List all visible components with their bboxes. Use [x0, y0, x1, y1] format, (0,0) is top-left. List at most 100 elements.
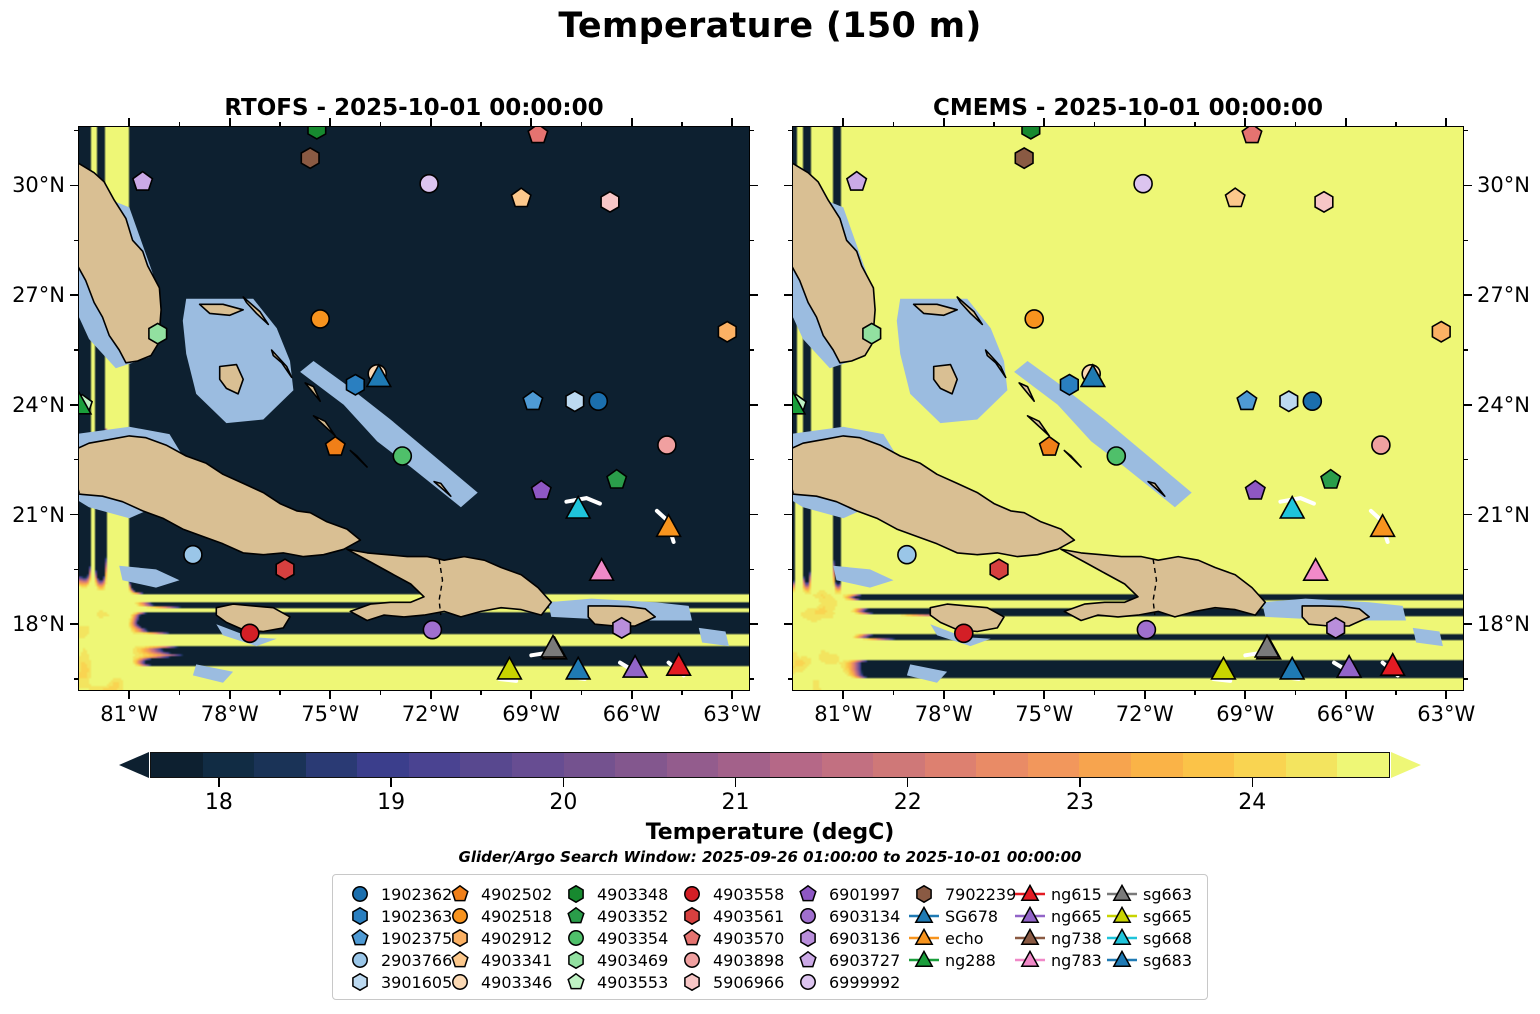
map-marker-sg668[interactable]	[564, 494, 592, 519]
map-marker-4903469[interactable]	[148, 322, 168, 345]
map-marker-sg665[interactable]	[496, 655, 523, 680]
map-marker-sg665[interactable]	[1210, 655, 1237, 680]
map-marker-sg663[interactable]	[1253, 633, 1281, 658]
legend-item-4903570[interactable]: 4903570	[675, 927, 791, 949]
map-marker-4902502[interactable]	[1038, 435, 1060, 456]
map-marker-4903561[interactable]	[275, 558, 295, 581]
map-marker-4903354[interactable]	[392, 446, 413, 466]
map-marker-1902362[interactable]	[1302, 391, 1323, 412]
map-marker-ng665[interactable]	[1335, 653, 1363, 678]
map-marker-4903352[interactable]	[1320, 468, 1342, 489]
map-marker-6999992[interactable]	[419, 173, 439, 194]
map-marker-4902502[interactable]	[324, 435, 346, 456]
legend-item-echo[interactable]: echo	[907, 927, 1013, 949]
map-marker-sg663[interactable]	[539, 633, 567, 658]
legend-item-4902502[interactable]: 4902502	[443, 883, 559, 905]
map-marker-ng288[interactable]	[79, 390, 93, 415]
map-marker-ng615[interactable]	[665, 652, 692, 677]
map-marker-6903727[interactable]	[845, 170, 868, 191]
map-marker-ng615[interactable]	[1379, 652, 1406, 677]
map-marker-ng665[interactable]	[621, 653, 649, 678]
legend-item-4902518[interactable]: 4902518	[443, 905, 559, 927]
map-marker-7902239[interactable]	[1014, 146, 1034, 170]
legend-item-sg663[interactable]: sg663	[1105, 883, 1197, 905]
map-marker-4903469[interactable]	[862, 322, 882, 345]
map-marker-4902518[interactable]	[310, 309, 330, 329]
map-marker-4903561[interactable]	[989, 558, 1009, 581]
legend-item-6901997[interactable]: 6901997	[791, 883, 907, 905]
legend-item-4903553[interactable]: 4903553	[559, 971, 675, 993]
legend-item-4903346[interactable]: 4903346	[443, 971, 559, 993]
map-marker-6901997[interactable]	[1244, 479, 1266, 500]
legend-item-SG678[interactable]: SG678	[907, 905, 1013, 927]
map-marker-6903136[interactable]	[1326, 616, 1346, 640]
legend-item-6999992[interactable]: 6999992	[791, 971, 907, 993]
map-marker-ng783[interactable]	[1302, 557, 1329, 582]
map-marker-6999992[interactable]	[1133, 173, 1153, 194]
platform-legend[interactable]: 1902362 1902363 1902375 2903766 3901605 49025…	[332, 874, 1208, 1000]
map-marker-2903766[interactable]	[183, 544, 203, 565]
map-marker-4903898[interactable]	[1371, 435, 1391, 455]
map-marker-4903570[interactable]	[527, 127, 549, 144]
map-marker-sg683[interactable]	[1278, 655, 1306, 680]
map-panel-rtofs[interactable]: RTOFS - 2025-10-01 00:00:00 81°W 78°W 75°W…	[12, 95, 761, 726]
legend-item-sg683[interactable]: sg683	[1105, 949, 1197, 971]
map-marker-4903558[interactable]	[954, 623, 974, 644]
legend-item-sg665[interactable]: sg665	[1105, 905, 1197, 927]
map-marker-4903898[interactable]	[657, 435, 677, 455]
map-marker-1902362[interactable]	[588, 391, 609, 412]
map-marker-4903558[interactable]	[240, 623, 260, 644]
map-marker-ng288[interactable]	[793, 390, 807, 415]
legend-item-1902375[interactable]: 1902375	[343, 927, 452, 949]
map-marker-3901605[interactable]	[565, 390, 585, 413]
map-marker-1902375[interactable]	[1236, 390, 1258, 411]
map-marker-6903134[interactable]	[1136, 619, 1157, 640]
map-marker-echo[interactable]	[655, 513, 682, 538]
map-marker-ng783[interactable]	[588, 557, 615, 582]
map-marker-4903348[interactable]	[307, 127, 327, 140]
legend-item-6903727[interactable]: 6903727	[791, 949, 907, 971]
legend-item-3901605[interactable]: 3901605	[343, 971, 452, 993]
legend-item-7902239[interactable]: 7902239	[907, 883, 1016, 905]
legend-item-2903766[interactable]: 2903766	[343, 949, 452, 971]
legend-item-4902912[interactable]: 4902912	[443, 927, 559, 949]
map-marker-6903136[interactable]	[612, 616, 632, 640]
map-marker-6903727[interactable]	[131, 170, 154, 191]
map-marker-4902518[interactable]	[1024, 309, 1044, 329]
legend-item-ng738[interactable]: ng738	[1013, 927, 1105, 949]
legend-item-5906966[interactable]: 5906966	[675, 971, 791, 993]
map-marker-3901605[interactable]	[1279, 390, 1299, 413]
legend-item-ng665[interactable]: ng665	[1013, 905, 1105, 927]
map-marker-SG678[interactable]	[1079, 363, 1107, 388]
map-marker-4903354[interactable]	[1106, 446, 1127, 466]
legend-item-ng615[interactable]: ng615	[1013, 883, 1105, 905]
legend-item-sg668[interactable]: sg668	[1105, 927, 1197, 949]
map-marker-4902912[interactable]	[1431, 320, 1451, 343]
legend-item-4903354[interactable]: 4903354	[559, 927, 675, 949]
map-marker-5906966[interactable]	[1314, 190, 1334, 214]
map-panel-cmems[interactable]: CMEMS - 2025-10-01 00:00:00 81°W 78°W 75°W…	[784, 95, 1530, 726]
legend-item-4903348[interactable]: 4903348	[559, 883, 675, 905]
legend-item-4903558[interactable]: 4903558	[675, 883, 791, 905]
map-marker-7902239[interactable]	[300, 146, 320, 170]
map-marker-6903134[interactable]	[422, 619, 443, 640]
map-marker-1902363[interactable]	[345, 373, 366, 396]
map-marker-4903348[interactable]	[1021, 127, 1041, 140]
map-marker-4903341[interactable]	[1224, 187, 1246, 208]
legend-item-4903561[interactable]: 4903561	[675, 905, 791, 927]
map-marker-4903341[interactable]	[510, 187, 532, 208]
map-marker-1902363[interactable]	[1059, 373, 1080, 396]
colorbar[interactable]: Temperature (degC) Glider/Argo Search Wi…	[119, 752, 1421, 866]
map-marker-echo[interactable]	[1369, 513, 1396, 538]
map-marker-4903352[interactable]	[606, 468, 628, 489]
legend-item-4903352[interactable]: 4903352	[559, 905, 675, 927]
legend-item-6903136[interactable]: 6903136	[791, 927, 907, 949]
map-marker-4903570[interactable]	[1241, 127, 1263, 144]
legend-item-ng783[interactable]: ng783	[1013, 949, 1105, 971]
legend-item-4903469[interactable]: 4903469	[559, 949, 675, 971]
legend-item-1902363[interactable]: 1902363	[343, 905, 452, 927]
map-marker-1902375[interactable]	[522, 390, 544, 411]
legend-item-4903898[interactable]: 4903898	[675, 949, 791, 971]
map-marker-sg668[interactable]	[1278, 494, 1306, 519]
legend-item-4903341[interactable]: 4903341	[443, 949, 559, 971]
